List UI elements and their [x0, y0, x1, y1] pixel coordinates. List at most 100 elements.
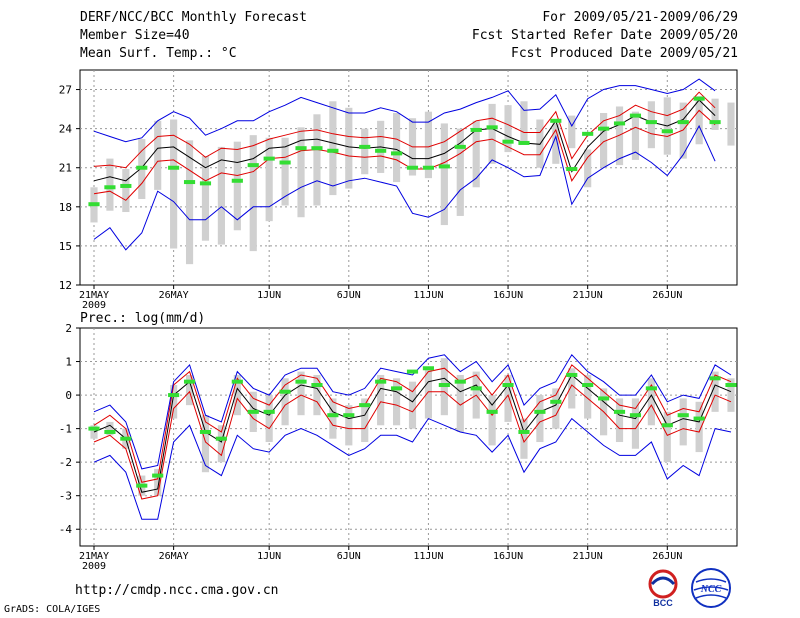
spread-box [472, 120, 480, 188]
observed-marker [645, 120, 657, 125]
spread-box [329, 101, 337, 196]
y-tick-label: -4 [59, 523, 73, 536]
ncc-logo-ring [691, 568, 731, 608]
y-tick-label: -1 [59, 423, 72, 436]
observed-marker [502, 383, 514, 388]
spread-box [281, 137, 289, 206]
bcc-logo-arc [650, 576, 676, 586]
x-tick-label: 11JUN [413, 551, 443, 562]
observed-marker [199, 181, 212, 186]
observed-marker [709, 376, 721, 381]
observed-marker [550, 118, 562, 123]
observed-marker [136, 165, 148, 170]
observed-marker [168, 393, 180, 398]
spread-box [424, 111, 433, 179]
observed-marker [693, 416, 705, 421]
observed-marker [359, 144, 371, 149]
spread-box [456, 374, 464, 432]
spread-box [185, 140, 194, 265]
spread-box [106, 421, 114, 436]
y-tick-label: 21 [59, 162, 72, 175]
x-tick-label: 21MAY [79, 551, 109, 562]
chart-panel-1: 21MAY 26MAY 1JUN 6JUN 11JUN 16JUN 21JUN 26JUN 20… [59, 69, 738, 311]
x-tick-label: 26MAY [159, 551, 189, 562]
x-tick-label: 26JUN [652, 551, 682, 562]
bcc-logo-ring [648, 569, 678, 599]
plot-frame [79, 69, 738, 286]
spread-box [265, 395, 273, 443]
observed-marker [406, 165, 419, 170]
observed-marker [422, 165, 434, 170]
observed-marker [486, 409, 498, 414]
observed-marker [486, 125, 498, 130]
observed-marker [438, 383, 450, 388]
spread-box [520, 101, 528, 143]
spread-box [345, 405, 353, 446]
observed-marker [566, 167, 578, 172]
spread-box [297, 127, 305, 218]
observed-marker [518, 429, 530, 434]
website-url[interactable]: http://cmdp.ncc.cma.gov.cn [75, 583, 279, 598]
spread-box [615, 106, 624, 166]
observed-marker [470, 127, 482, 132]
spread-box [329, 398, 337, 439]
spread-box [377, 374, 385, 426]
series-line-lower-inner [93, 384, 732, 500]
spread-box [568, 115, 576, 149]
x-tick-label: 26MAY [159, 290, 189, 301]
spread-box [488, 103, 496, 164]
observed-marker [375, 148, 387, 153]
spread-box [552, 388, 560, 429]
spread-box [552, 123, 560, 164]
observed-marker [359, 403, 371, 408]
spread-box [663, 411, 671, 463]
spread-box [408, 381, 417, 429]
spread-box [392, 378, 401, 426]
x-tick-label: 16JUN [493, 551, 523, 562]
spread-box [631, 398, 640, 449]
observed-marker [406, 369, 419, 374]
spread-box [106, 158, 114, 211]
spread-box [584, 374, 592, 419]
observed-marker [343, 413, 355, 418]
observed-marker [645, 386, 657, 391]
spread-box [392, 113, 401, 183]
observed-marker [168, 165, 180, 170]
x-year-label: 2009 [82, 561, 106, 572]
spread-box [488, 395, 496, 446]
spread-box [170, 385, 178, 419]
observed-marker [470, 386, 482, 391]
observed-marker [231, 379, 243, 384]
observed-marker [629, 113, 642, 118]
x-tick-label: 11JUN [413, 290, 443, 301]
ncc-logo-waves [693, 578, 729, 599]
observed-marker [215, 436, 227, 441]
x-tick-label: 1JUN [257, 551, 281, 562]
observed-marker [613, 121, 626, 126]
observed-marker [183, 379, 196, 384]
y-tick-label: 24 [59, 123, 73, 136]
y-tick-label: 12 [59, 279, 72, 292]
spread-box [600, 113, 608, 168]
spread-box [520, 418, 528, 459]
observed-marker [438, 164, 450, 169]
spread-box [201, 156, 210, 241]
spread-box [568, 368, 576, 409]
y-tick-label: -3 [59, 490, 72, 503]
observed-marker [422, 366, 434, 371]
spread-box [647, 101, 655, 149]
bcc-logo: BCC [648, 569, 678, 608]
observed-marker [295, 146, 307, 151]
spread-box [424, 368, 433, 419]
spread-box [217, 146, 225, 245]
x-tick-label: 21JUN [573, 290, 603, 301]
observed-marker [88, 202, 100, 207]
series-line-lower-inner [93, 109, 716, 201]
observed-marker [582, 383, 594, 388]
x-tick-label: 6JUN [337, 551, 361, 562]
observed-marker [709, 120, 721, 125]
observed-marker [677, 120, 689, 125]
bcc-logo-text: BCC [653, 598, 673, 608]
observed-marker [375, 379, 387, 384]
spread-box [313, 374, 321, 416]
